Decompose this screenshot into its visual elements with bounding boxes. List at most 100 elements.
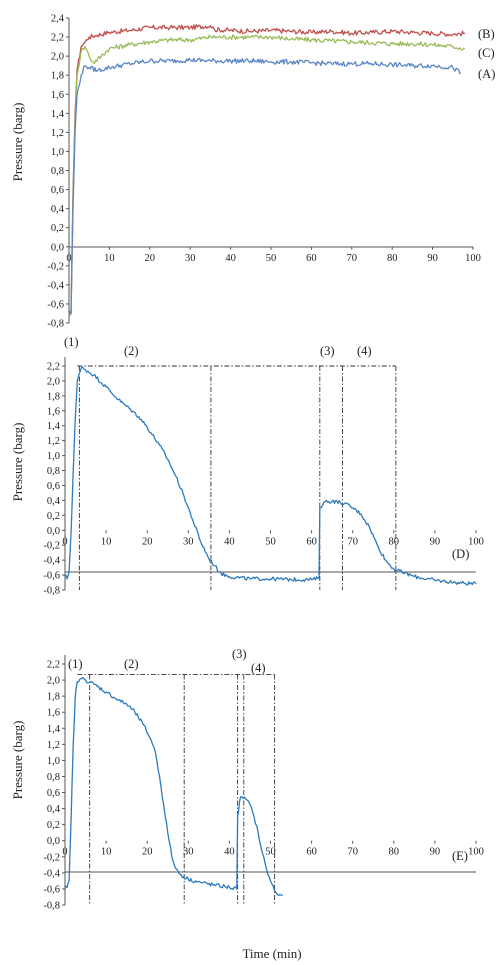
y-tick-label: 0,8 bbox=[47, 466, 60, 477]
top-legend-a: (A) bbox=[478, 67, 495, 81]
y-tick-label: 0,6 bbox=[47, 481, 60, 492]
y-tick-label: 1,4 bbox=[51, 109, 65, 120]
y-tick-label: 0,4 bbox=[47, 804, 61, 815]
y-tick: 1,4 bbox=[47, 421, 65, 432]
x-tick: 80 bbox=[387, 246, 397, 264]
y-tick: -0,8 bbox=[43, 586, 65, 597]
x-tick-label: 40 bbox=[224, 536, 235, 547]
x-tick-label: 90 bbox=[430, 847, 441, 858]
y-tick-label: 2,4 bbox=[51, 14, 65, 25]
y-tick-label: 0,4 bbox=[51, 204, 65, 215]
y-tick: 1,8 bbox=[51, 71, 69, 82]
x-tick: 70 bbox=[347, 840, 358, 858]
y-tick-label: 2,2 bbox=[51, 33, 64, 44]
y-tick-label: 0,2 bbox=[47, 820, 60, 831]
x-tick-label: 80 bbox=[389, 536, 400, 547]
x-tick: 60 bbox=[306, 840, 317, 858]
y-tick-label: 0,6 bbox=[51, 185, 64, 196]
y-tick-label: 0,8 bbox=[47, 772, 60, 783]
y-tick: 1,2 bbox=[47, 436, 65, 447]
y-tick-label: 0,2 bbox=[51, 223, 64, 234]
y-tick: 0,4 bbox=[51, 204, 69, 215]
x-tick: 90 bbox=[427, 246, 438, 264]
y-tick: 0,2 bbox=[47, 511, 65, 522]
x-tick-label: 100 bbox=[465, 253, 481, 264]
bottom-series-label: (E) bbox=[452, 849, 468, 863]
top-legend-c: (C) bbox=[478, 46, 495, 60]
middle-phase-3-label: (3) bbox=[320, 344, 335, 358]
top-y-axis-label: Pressure (barg) bbox=[10, 103, 25, 182]
y-tick: 0,0 bbox=[47, 526, 65, 537]
y-tick: 1,8 bbox=[47, 391, 65, 402]
y-tick: -0,8 bbox=[43, 901, 65, 912]
series-line-C bbox=[68, 34, 466, 316]
x-tick-label: 50 bbox=[265, 847, 276, 858]
y-tick: 2,2 bbox=[47, 362, 65, 373]
x-tick-label: 100 bbox=[468, 847, 484, 858]
x-tick: 60 bbox=[306, 530, 317, 547]
middle-phase-lines bbox=[77, 365, 397, 590]
y-tick: 0,4 bbox=[47, 496, 65, 507]
y-tick-label: 1,2 bbox=[47, 740, 60, 751]
y-tick: 1,0 bbox=[47, 756, 65, 767]
y-tick-label: -0,2 bbox=[47, 261, 64, 272]
y-tick-label: -0,4 bbox=[47, 280, 64, 291]
y-tick: 0,0 bbox=[51, 242, 69, 253]
x-tick: 40 bbox=[224, 840, 235, 858]
bottom-x-ticks: 0 10 20 30 40 50 60 70 80 90 100 bbox=[62, 840, 484, 858]
y-tick-label: 1,6 bbox=[51, 90, 64, 101]
top-y-ticks: 2,4 2,2 2,0 1,8 1,6 1,4 1,2 1,0 0,8 0,6 0,4 0,2 0,0 -… bbox=[47, 14, 69, 330]
y-tick-label: 1,8 bbox=[47, 391, 60, 402]
y-tick: 0,8 bbox=[47, 466, 65, 477]
middle-y-axis-label: Pressure (barg) bbox=[10, 423, 25, 502]
y-tick-label: 0,0 bbox=[47, 526, 60, 537]
x-tick: 50 bbox=[265, 840, 276, 858]
x-tick: 20 bbox=[142, 840, 152, 858]
x-tick: 10 bbox=[101, 840, 112, 858]
y-tick-label: 1,6 bbox=[47, 406, 60, 417]
x-tick-label: 30 bbox=[185, 253, 196, 264]
y-tick: 1,2 bbox=[51, 128, 69, 139]
y-tick: -0,6 bbox=[43, 884, 65, 895]
y-tick: 2,0 bbox=[47, 676, 65, 687]
y-tick-label: -0,8 bbox=[43, 901, 60, 912]
y-tick-label: -0,8 bbox=[43, 586, 60, 597]
y-tick-label: -0,6 bbox=[47, 299, 64, 310]
y-tick-label: 0,2 bbox=[47, 511, 60, 522]
y-tick: 0,0 bbox=[47, 836, 65, 847]
y-tick: 1,6 bbox=[47, 406, 65, 417]
y-tick-label: 1,0 bbox=[47, 756, 60, 767]
x-tick-label: 80 bbox=[389, 847, 400, 858]
bottom-series-lines bbox=[64, 676, 283, 897]
y-tick: 2,2 bbox=[47, 660, 65, 671]
x-tick-label: 60 bbox=[306, 847, 317, 858]
x-tick: 90 bbox=[430, 530, 441, 547]
y-tick: -0,6 bbox=[47, 299, 69, 310]
y-tick: -0,8 bbox=[47, 319, 69, 330]
x-tick-label: 90 bbox=[430, 536, 441, 547]
x-tick: 80 bbox=[389, 530, 400, 547]
y-tick: 0,2 bbox=[51, 223, 69, 234]
x-tick-label: 30 bbox=[183, 847, 194, 858]
x-tick: 30 bbox=[185, 246, 196, 264]
y-tick-label: 0,4 bbox=[47, 496, 61, 507]
y-tick-label: 0,8 bbox=[51, 166, 64, 177]
y-tick: 1,0 bbox=[47, 451, 65, 462]
x-tick-label: 70 bbox=[347, 536, 358, 547]
x-tick: 70 bbox=[347, 246, 357, 264]
y-tick: 0,8 bbox=[47, 772, 65, 783]
y-tick-label: -0,4 bbox=[43, 556, 60, 567]
x-tick: 60 bbox=[306, 246, 317, 264]
x-tick-label: 10 bbox=[104, 253, 115, 264]
x-tick-label: 40 bbox=[224, 847, 235, 858]
x-tick: 40 bbox=[224, 530, 235, 547]
x-tick-label: 10 bbox=[101, 847, 112, 858]
y-tick-label: 1,8 bbox=[47, 692, 60, 703]
x-tick-label: 70 bbox=[347, 847, 358, 858]
x-tick-label: 60 bbox=[306, 253, 317, 264]
x-tick: 50 bbox=[265, 530, 276, 547]
bottom-phase-2-label: (2) bbox=[124, 657, 139, 671]
middle-series-label: (D) bbox=[452, 547, 469, 561]
y-tick: 0,6 bbox=[47, 481, 65, 492]
x-tick-label: 50 bbox=[265, 536, 276, 547]
